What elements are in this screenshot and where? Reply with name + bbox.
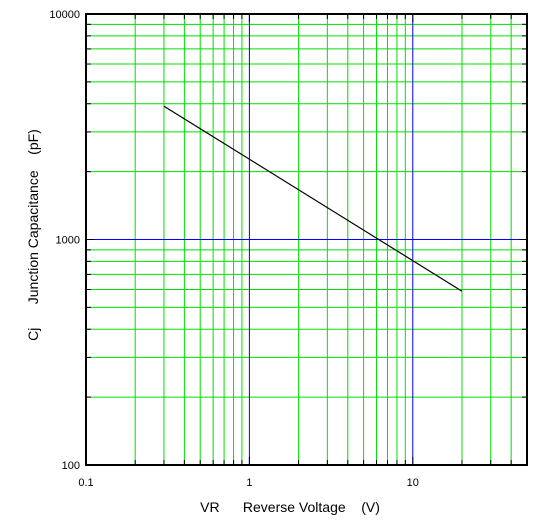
plot-frame [85, 13, 528, 466]
series-line [163, 105, 463, 292]
major-grid [86, 14, 527, 465]
x-tick-label: 1 [246, 477, 252, 489]
y-tick-label: 10000 [49, 9, 80, 21]
tick-labels: 0.1 1 10 100 1000 10000 [49, 9, 419, 489]
x-axis-title: VR Reverse Voltage (V) [200, 499, 380, 515]
y-tick-label: 1000 [56, 235, 80, 247]
x-tick-label: 10 [407, 477, 419, 489]
y-tick-label: 100 [62, 460, 80, 472]
series-layer [163, 105, 463, 292]
y-axis-title: Cj Junction Capacitance (pF) [25, 129, 41, 341]
x-tick-label: 0.1 [78, 477, 93, 489]
